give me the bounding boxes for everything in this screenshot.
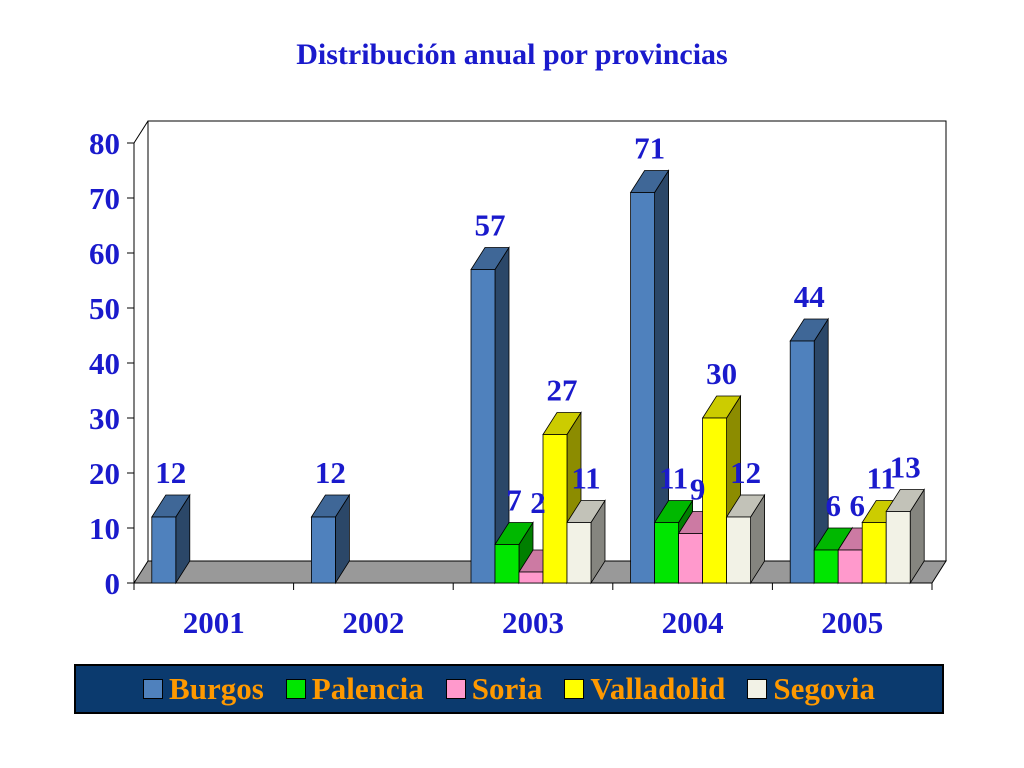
legend-swatch [143,679,164,699]
x-tick-label: 2003 [502,605,564,640]
legend-swatch [445,679,466,699]
data-label-valladolid-2005: 11 [867,461,896,496]
legend-swatch [747,679,768,699]
x-tick-label: 2001 [183,605,245,640]
legend-swatch [564,679,585,699]
legend-item-burgos: Burgos [143,671,264,707]
x-axis: 2001 2002 2003 2004 2005 [133,582,933,640]
y-tick-label: 20 [89,456,120,491]
legend: Burgos Palencia Soria Valladolid Segovia [74,664,944,714]
data-label-segovia-2004: 12 [730,455,761,490]
x-tick-label: 2005 [821,605,883,640]
legend-item-palencia: Palencia [285,671,424,707]
side-wall-edge [133,120,149,583]
data-label-soria-2004: 9 [690,472,706,507]
legend-label: Palencia [311,671,424,706]
bar-burgos-2004 [629,169,670,585]
y-tick-label: 80 [89,126,120,161]
bar-burgos-2003 [470,246,510,585]
data-label-segovia-2003: 11 [571,461,600,496]
legend-item-soria: Soria [445,671,543,707]
legend-label: Burgos [169,671,264,706]
data-label-segovia-2005: 13 [890,450,921,485]
y-tick-label: 10 [89,511,120,546]
bar-burgos-2001 [151,493,191,585]
x-tick-label: 2002 [342,605,404,640]
bar-palencia-2003 [494,521,534,585]
data-label-burgos-2003: 57 [475,208,506,243]
y-tick-label: 40 [89,346,120,381]
data-label-palencia-2003: 7 [506,483,522,518]
bar-segovia-2005 [885,488,925,585]
bar-segovia-2003 [566,499,606,585]
legend-label: Soria [471,671,543,706]
y-tick-label: 50 [89,291,120,326]
bar-burgos-2005 [789,317,829,585]
y-tick-label: 60 [89,236,120,271]
bars-group [151,169,925,585]
legend-item-valladolid: Valladolid [564,671,725,707]
bar-segovia-2004 [725,493,766,585]
y-tick-label: 30 [89,401,120,436]
legend-swatch [285,679,306,699]
y-tick-label: 70 [89,181,120,216]
data-label-soria-2005: 6 [849,488,865,523]
chart-title: Distribución anual por provincias [296,38,728,71]
data-label-valladolid-2003: 27 [547,373,578,408]
y-axis: 0 10 20 30 40 50 60 70 80 [89,126,135,601]
legend-label: Valladolid [590,671,726,706]
legend-label: Segovia [773,671,875,706]
data-label-palencia-2005: 6 [825,488,841,523]
data-label-soria-2003: 2 [530,485,546,520]
x-tick-label: 2004 [662,605,724,640]
data-label-burgos-2001: 12 [155,455,186,490]
legend-item-segovia: Segovia [747,671,875,707]
chart-plot: 0 10 20 30 40 50 60 70 80 2001 2002 2003 2004 2005 1… [89,120,947,640]
data-label-valladolid-2004: 30 [706,356,737,391]
data-label-burgos-2005: 44 [794,279,825,314]
data-label-burgos-2004: 71 [634,131,665,166]
bar-burgos-2002 [310,493,351,585]
y-tick-label: 0 [105,566,121,601]
data-label-palencia-2004: 11 [659,461,688,496]
data-label-burgos-2002: 12 [315,455,346,490]
